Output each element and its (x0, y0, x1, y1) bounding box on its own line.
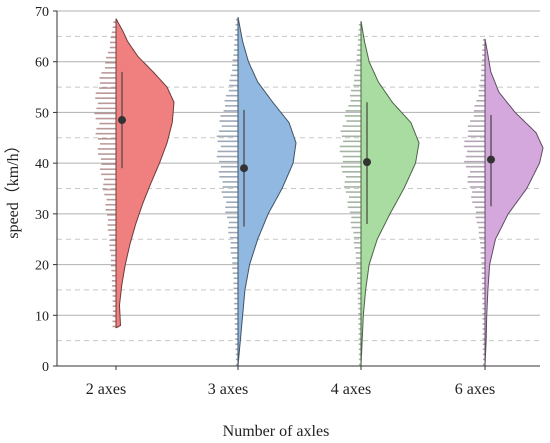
x-tick-label: 3 axes (208, 381, 248, 398)
mean-point (363, 158, 371, 167)
density-curve (115, 18, 175, 329)
x-axis: 2 axes 3 axes 4 axes 6 axes (86, 366, 495, 398)
violin-group (216, 16, 297, 367)
y-tick-label: 60 (35, 56, 49, 71)
x-tick-label: 4 axes (331, 381, 371, 398)
x-tick-label: 6 axes (455, 381, 495, 398)
y-tick-label: 10 (35, 309, 49, 324)
y-tick-label: 30 (35, 208, 49, 223)
y-tick-label: 20 (35, 259, 49, 274)
violin-group (339, 21, 420, 367)
density-curve (484, 38, 544, 367)
y-axis-title: speed（km/h） (4, 137, 22, 238)
y-axis: 0 10 20 30 40 50 60 70 (35, 5, 540, 375)
density-curve (360, 21, 420, 367)
y-tick-label: 70 (35, 5, 49, 20)
mean-point (118, 116, 126, 125)
y-tick-label: 0 (42, 360, 49, 375)
mean-point (487, 155, 495, 164)
y-tick-label: 50 (35, 106, 49, 121)
violins (94, 16, 544, 367)
violin-group (463, 38, 544, 367)
mean-point (240, 164, 248, 173)
y-tick-label: 40 (35, 157, 49, 172)
density-curve (237, 16, 297, 367)
x-tick-label: 2 axes (86, 381, 126, 398)
x-axis-title: Number of axles (223, 423, 330, 440)
violin-group (94, 18, 175, 329)
